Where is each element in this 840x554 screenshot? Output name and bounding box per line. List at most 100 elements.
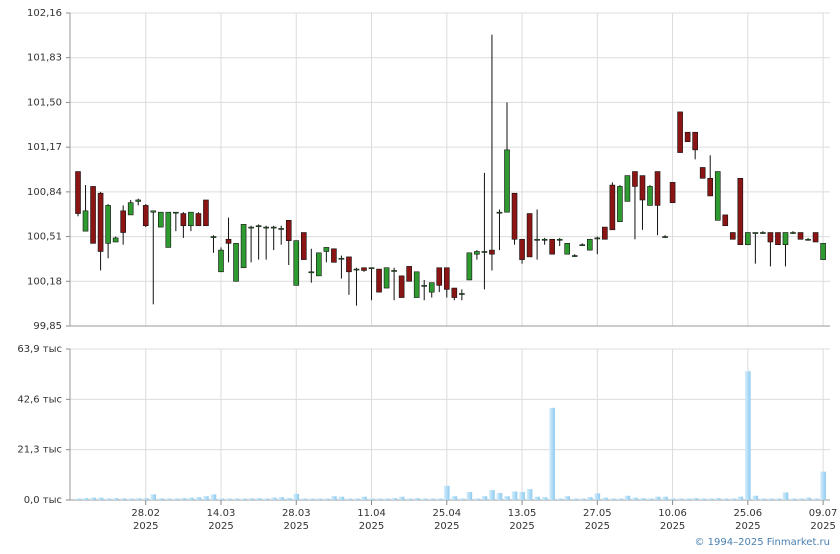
volume-bar bbox=[240, 498, 247, 500]
volume-bar bbox=[729, 498, 736, 500]
volume-bar bbox=[436, 498, 443, 500]
x-tick-year: 2025 bbox=[735, 521, 760, 532]
x-tick-label: 25.04 bbox=[432, 508, 461, 519]
candle-body bbox=[300, 232, 307, 260]
volume-bar bbox=[285, 498, 292, 500]
volume-bar bbox=[82, 498, 89, 500]
volume-bar bbox=[684, 498, 691, 500]
candle-body bbox=[421, 285, 428, 287]
candle-body bbox=[157, 211, 164, 228]
candle-body bbox=[624, 175, 631, 202]
candle-body bbox=[714, 171, 721, 221]
volume-bar bbox=[489, 490, 495, 500]
x-tick-label: 28.03 bbox=[282, 508, 311, 519]
volume-bar bbox=[474, 498, 480, 500]
candle-body bbox=[519, 238, 525, 260]
candle-body bbox=[481, 251, 488, 253]
volume-bar bbox=[331, 496, 337, 500]
y-tick-label: 101,83 bbox=[27, 53, 62, 64]
volume-bar bbox=[692, 498, 698, 500]
volume-bar bbox=[391, 498, 397, 500]
volume-bar bbox=[443, 485, 450, 500]
x-tick-year: 2025 bbox=[810, 521, 835, 532]
volume-bar bbox=[120, 498, 126, 500]
volume-bar bbox=[586, 497, 593, 500]
candle-body bbox=[188, 211, 194, 227]
candle-body bbox=[97, 192, 104, 252]
volume-bar bbox=[571, 498, 578, 500]
candle-body bbox=[594, 237, 601, 240]
credit: © 1994–2025 Finmarket.ru bbox=[694, 537, 830, 548]
volume-bar bbox=[820, 471, 826, 500]
volume-bar bbox=[293, 493, 300, 500]
candle-body bbox=[112, 237, 119, 243]
candle-body bbox=[210, 236, 217, 238]
volume-bar bbox=[90, 497, 96, 500]
candle-body bbox=[308, 271, 315, 274]
volume-bar bbox=[338, 496, 345, 500]
candle-body bbox=[579, 244, 586, 247]
candle-body bbox=[361, 267, 367, 271]
candle-body bbox=[647, 186, 653, 206]
volume-bar bbox=[218, 498, 224, 500]
candle-body bbox=[541, 238, 548, 241]
candle-body bbox=[436, 267, 443, 286]
volume-bar bbox=[526, 489, 533, 500]
candle-body bbox=[255, 225, 262, 228]
candle-body bbox=[617, 186, 623, 222]
volume-bar bbox=[617, 498, 623, 500]
volume-bar bbox=[677, 498, 683, 500]
candle-body bbox=[173, 211, 179, 214]
candle-body bbox=[654, 171, 661, 206]
volume-bar bbox=[406, 498, 412, 500]
volume-bar bbox=[481, 496, 488, 500]
y-tick-label: 99,85 bbox=[33, 321, 62, 332]
x-tick-label: 09.07 bbox=[809, 508, 838, 519]
candle-body bbox=[797, 232, 804, 240]
candle-body bbox=[376, 268, 382, 293]
x-tick-year: 2025 bbox=[133, 521, 158, 532]
candle-body bbox=[391, 270, 397, 272]
volume-bar bbox=[428, 498, 435, 500]
volume-bar bbox=[75, 498, 81, 500]
candle-body bbox=[338, 257, 345, 260]
volume-bar bbox=[451, 496, 458, 500]
candle-body bbox=[549, 238, 555, 255]
volume-bar bbox=[782, 492, 789, 500]
candle-body bbox=[504, 149, 510, 213]
candle-body bbox=[820, 243, 826, 260]
volume-bar bbox=[745, 371, 751, 500]
volume-bar bbox=[519, 491, 525, 500]
candle-body bbox=[233, 243, 239, 282]
candle-body bbox=[383, 267, 390, 289]
candle-body bbox=[218, 249, 224, 273]
volume-bar bbox=[624, 495, 631, 500]
volume-bar bbox=[233, 498, 239, 500]
volume-bar bbox=[707, 498, 714, 500]
volume-bar bbox=[180, 498, 187, 500]
candle-body bbox=[459, 293, 465, 295]
candle-body bbox=[240, 224, 247, 269]
volume-bar bbox=[699, 498, 706, 500]
volume-bar bbox=[398, 496, 405, 500]
volume-bar bbox=[647, 498, 653, 500]
candle-body bbox=[752, 232, 759, 234]
volume-bar bbox=[760, 498, 766, 500]
volume-bar bbox=[556, 498, 563, 500]
candle-body bbox=[413, 271, 420, 298]
volume-bar bbox=[602, 497, 608, 500]
candle-body bbox=[767, 232, 774, 243]
candle-body bbox=[511, 192, 518, 240]
volume-bar bbox=[609, 498, 616, 500]
candle-body bbox=[398, 275, 405, 298]
candle-body bbox=[790, 232, 796, 234]
candle-body bbox=[150, 210, 157, 213]
volume-bar bbox=[203, 496, 209, 500]
volume-bar bbox=[361, 496, 367, 500]
volume-bar bbox=[767, 498, 774, 500]
x-tick-label: 14.03 bbox=[207, 508, 236, 519]
candle-body bbox=[180, 213, 187, 227]
x-tick-year: 2025 bbox=[585, 521, 610, 532]
candle-body bbox=[737, 178, 744, 246]
volume-bar bbox=[368, 498, 375, 500]
